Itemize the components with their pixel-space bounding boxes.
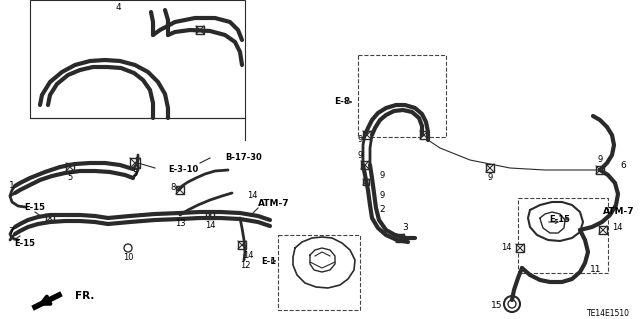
Bar <box>599 226 607 234</box>
Bar <box>420 131 428 139</box>
Text: 9: 9 <box>380 170 385 180</box>
Bar <box>30 0 245 118</box>
Bar <box>516 244 524 252</box>
Text: E-8: E-8 <box>334 98 350 107</box>
Text: 14: 14 <box>612 224 623 233</box>
Bar <box>596 166 604 174</box>
Bar <box>363 179 369 185</box>
Text: B-17-30: B-17-30 <box>225 152 262 161</box>
Bar <box>66 163 74 171</box>
Text: ATM-7: ATM-7 <box>604 207 635 217</box>
Text: 15: 15 <box>490 300 502 309</box>
Text: 3: 3 <box>402 224 408 233</box>
Bar <box>176 186 184 194</box>
Text: 4: 4 <box>115 4 121 12</box>
Text: 7: 7 <box>8 226 14 235</box>
Bar <box>396 234 404 242</box>
Bar <box>363 131 371 139</box>
Text: 13: 13 <box>175 219 186 227</box>
Bar <box>206 211 214 219</box>
Text: 5: 5 <box>67 173 72 182</box>
Text: 9: 9 <box>488 174 493 182</box>
Bar <box>358 55 446 137</box>
Text: TE14E1510: TE14E1510 <box>587 309 630 318</box>
Text: 1: 1 <box>9 181 15 189</box>
Bar <box>278 235 360 310</box>
Text: 12: 12 <box>240 261 250 270</box>
Circle shape <box>124 244 132 252</box>
Text: FR.: FR. <box>75 291 94 301</box>
Text: E-15: E-15 <box>549 214 570 224</box>
Text: ATM-7: ATM-7 <box>258 199 290 209</box>
Text: 5: 5 <box>132 169 138 179</box>
Text: 9: 9 <box>597 155 603 165</box>
Bar <box>46 214 54 222</box>
Text: 11: 11 <box>590 265 602 275</box>
Bar <box>130 158 140 168</box>
Text: 9: 9 <box>358 136 363 145</box>
Text: E-15: E-15 <box>24 204 45 212</box>
Bar <box>486 164 494 172</box>
Text: 9: 9 <box>380 190 385 199</box>
Text: 9: 9 <box>358 151 363 160</box>
Bar <box>238 241 246 249</box>
Text: 14: 14 <box>205 221 215 231</box>
Text: 2: 2 <box>380 205 385 214</box>
Text: 8: 8 <box>171 183 176 192</box>
Bar <box>361 161 369 169</box>
Text: 14: 14 <box>243 250 253 259</box>
Text: E-3-10: E-3-10 <box>168 166 198 174</box>
Text: 14: 14 <box>502 243 512 253</box>
Text: E-15: E-15 <box>14 239 35 248</box>
Text: E-1: E-1 <box>261 256 276 265</box>
Bar <box>196 26 204 34</box>
Text: 10: 10 <box>123 254 133 263</box>
Bar <box>518 198 608 273</box>
Text: 6: 6 <box>620 160 626 169</box>
Text: 14: 14 <box>247 191 257 201</box>
